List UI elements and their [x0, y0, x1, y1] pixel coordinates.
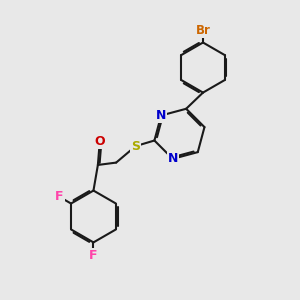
- Text: N: N: [156, 109, 166, 122]
- Text: Br: Br: [196, 24, 210, 37]
- Text: O: O: [94, 136, 105, 148]
- Text: S: S: [131, 140, 140, 153]
- Text: F: F: [55, 190, 64, 203]
- Text: N: N: [168, 152, 178, 165]
- Text: F: F: [89, 249, 98, 262]
